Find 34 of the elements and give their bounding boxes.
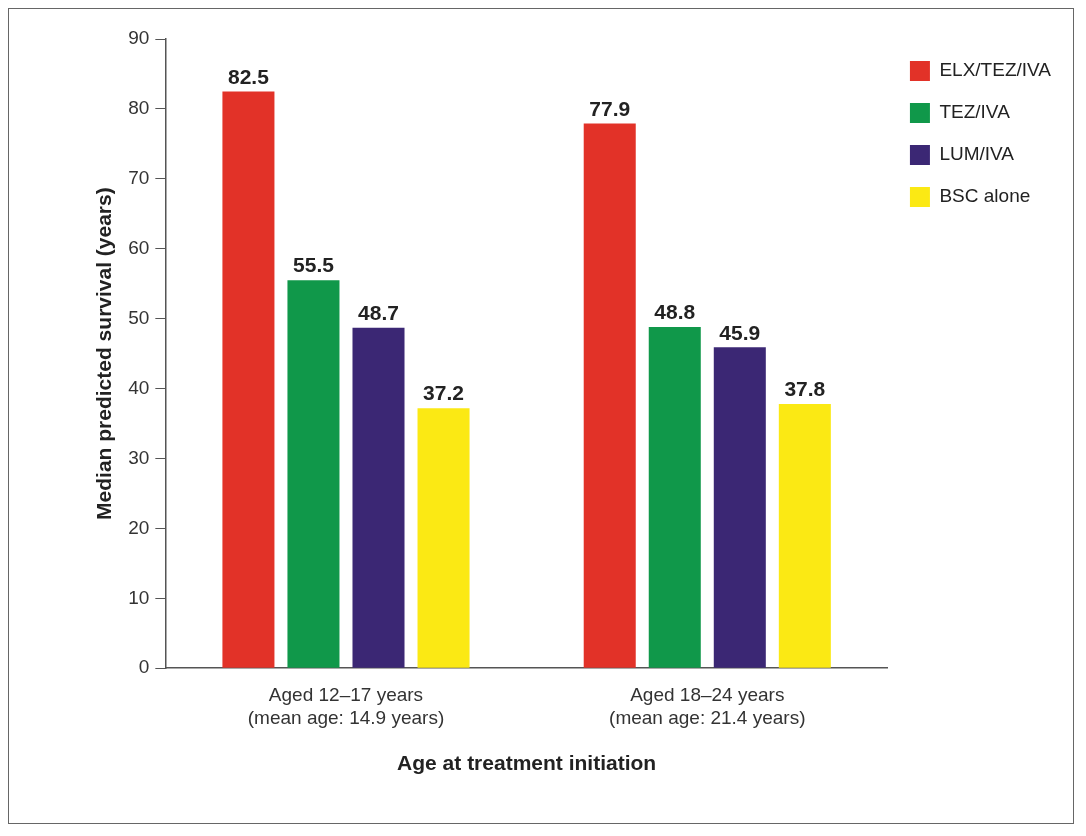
x-tick-label: Aged 18–24 years (mean age: 21.4 years)	[609, 683, 806, 728]
data-label: 48.8	[654, 300, 696, 324]
bar	[778, 403, 831, 668]
bar	[287, 280, 340, 668]
x-tick-label: Aged 12–17 years (mean age: 14.9 years)	[247, 683, 445, 728]
bar	[417, 408, 470, 668]
y-axis-title: Median predicted survival (years)	[92, 187, 116, 520]
bar	[222, 91, 275, 668]
bar	[352, 327, 405, 668]
y-tick-label: 90	[128, 27, 150, 49]
bar	[648, 327, 701, 668]
legend-label: TEZ/IVA	[939, 101, 1011, 123]
y-tick-label: 20	[128, 516, 150, 538]
bar	[583, 123, 636, 668]
legend-label: ELX/TEZ/IVA	[939, 59, 1052, 81]
data-label: 77.9	[589, 96, 631, 120]
legend-label: LUM/IVA	[939, 143, 1015, 165]
data-label: 55.5	[293, 253, 335, 277]
y-tick-label: 80	[128, 97, 150, 119]
data-label: 37.2	[423, 381, 464, 405]
x-axis-title: Age at treatment initiation	[397, 751, 657, 775]
y-tick-label: 0	[138, 656, 150, 678]
data-label: 82.5	[227, 64, 270, 88]
y-tick-label: 10	[128, 586, 150, 608]
y-tick-label: 70	[128, 167, 150, 189]
y-tick-label: 60	[128, 236, 150, 258]
y-tick-label: 30	[128, 446, 150, 468]
y-tick-label: 50	[128, 306, 150, 328]
data-label: 48.7	[358, 301, 399, 325]
bar	[713, 347, 766, 668]
data-label: 45.9	[719, 320, 761, 344]
legend-label: BSC alone	[939, 185, 1031, 207]
y-tick-label: 40	[128, 376, 150, 398]
data-label: 37.8	[784, 377, 826, 401]
